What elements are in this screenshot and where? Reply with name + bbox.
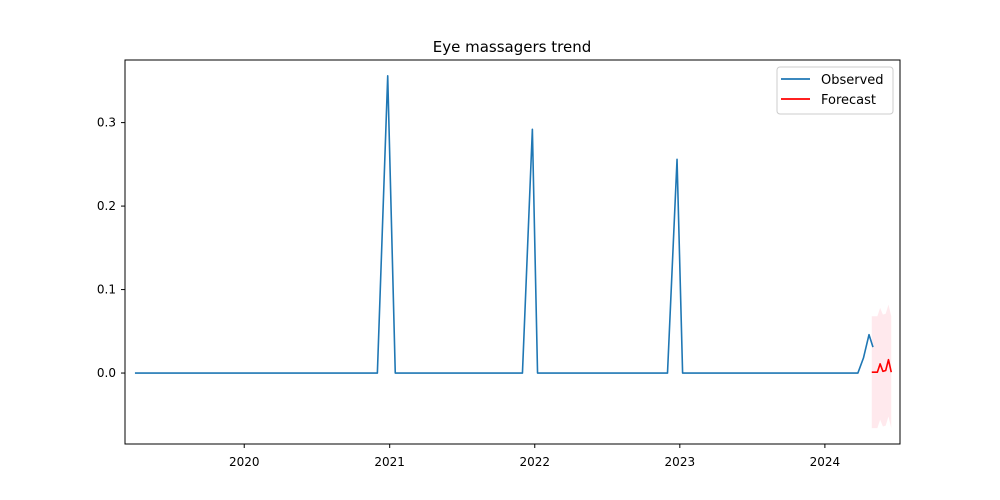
y-tick-label: 0.3 — [97, 116, 116, 130]
plot-frame — [124, 59, 901, 445]
y-tick-label: 0.0 — [97, 366, 116, 380]
x-tick-label: 2023 — [665, 455, 696, 469]
y-tick-label: 0.1 — [97, 283, 116, 297]
legend-label-observed: Observed — [821, 73, 884, 88]
x-tick-label: 2024 — [810, 455, 841, 469]
chart-title: Eye massagers trend — [433, 38, 591, 56]
x-tick-label: 2021 — [374, 455, 405, 469]
series-layer — [134, 75, 893, 374]
y-tick-label: 0.2 — [97, 199, 116, 213]
legend: Observed Forecast — [776, 66, 894, 115]
series-line-forecast — [871, 358, 893, 374]
x-tick-label: 2022 — [519, 455, 550, 469]
x-tick-label: 2020 — [229, 455, 260, 469]
legend-label-forecast: Forecast — [821, 93, 876, 108]
series-line-observed — [134, 75, 874, 374]
axes-layer: 2020 2021 2022 2023 2024 0.0 0.1 0.2 0.3 — [97, 59, 901, 469]
